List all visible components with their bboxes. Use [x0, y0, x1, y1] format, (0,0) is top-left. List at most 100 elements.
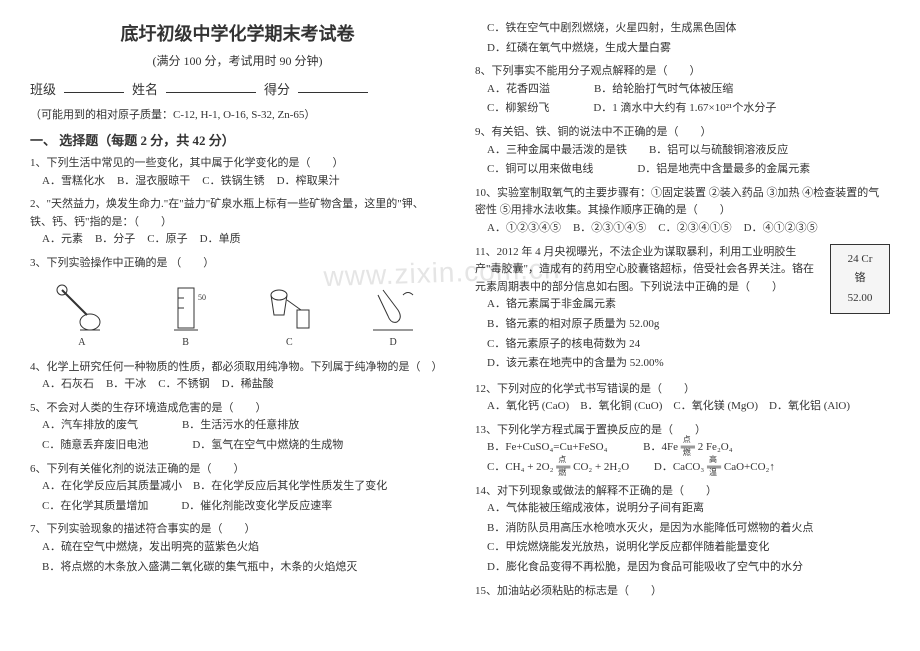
- q7-b: B．将点燃的木条放入盛满二氧化碳的集气瓶中，木条的火焰熄灭: [42, 559, 445, 577]
- class-label: 班级: [30, 79, 56, 98]
- q14-c: C．甲烷燃烧能发光放热，说明化学反应都伴随着能量变化: [487, 539, 890, 557]
- q7-stem: 7、下列实验现象的描述符合事实的是（ ）: [30, 521, 445, 539]
- q6-b: B．在化学反应后其化学性质发生了变化: [193, 480, 387, 492]
- q1-d: D．榨取果汁: [277, 173, 340, 191]
- q3-diagram-b: 50 B: [156, 280, 216, 351]
- q10-stem: 10、实验室制取氧气的主要步骤有：①固定装置 ②装入药品 ③加热 ④检查装置的气…: [475, 185, 890, 220]
- q12-b: B．氧化铜 (CuO): [580, 400, 662, 412]
- q13-d-post: CaO+CO₂↑: [724, 461, 775, 473]
- q14-stem: 14、对下列现象或做法的解释不正确的是（ ）: [475, 483, 890, 501]
- question-13: 13、下列化学方程式属于置换反应的是（ ） B．Fe+CuSO₄=Cu+FeSO…: [475, 422, 890, 477]
- question-3: 3、下列实验操作中正确的是 （ ） A: [30, 255, 445, 351]
- q3-stem: 3、下列实验操作中正确的是 （ ）: [30, 255, 445, 273]
- question-15: 15、加油站必须粘贴的标志是（ ）: [475, 583, 890, 601]
- exam-subtitle: (满分 100 分，考试用时 90 分钟): [30, 52, 445, 69]
- q2-a: A．元素: [42, 231, 83, 249]
- q11-stem: 11、2012 年 4 月央视曝光，不法企业为谋取暴利，利用工业明胶生产"毒胶囊…: [475, 244, 890, 297]
- q7-d: D．红磷在氧气中燃烧，生成大量白雾: [487, 40, 890, 58]
- q4-stem: 4、化学上研究任何一种物质的性质，都必须取用纯净物。下列属于纯净物的是（ ）: [30, 359, 445, 377]
- q3-diagram-d: D: [363, 280, 423, 351]
- question-7-cont: C．铁在空气中剧烈燃烧，火星四射，生成黑色固体 D．红磷在氧气中燃烧，生成大量白…: [475, 20, 890, 57]
- class-blank: [64, 79, 124, 93]
- arrow-icon: 点燃══: [556, 462, 570, 473]
- q11-b: B．铬元素的相对原子质量为 52.00g: [487, 316, 890, 334]
- q6-d: D．催化剂能改变化学反应速率: [181, 500, 332, 512]
- question-12: 12、下列对应的化学式书写错误的是（ ） A．氧化钙 (CaO) B．氧化铜 (…: [475, 381, 890, 416]
- q13-b-cond: 点燃: [683, 434, 695, 460]
- q7-a: A．硫在空气中燃烧，发出明亮的蓝紫色火焰: [42, 539, 445, 557]
- name-label: 姓名: [132, 79, 158, 98]
- q13-b-post: 2 Fe₂O₄: [698, 441, 733, 453]
- q13-a: B．Fe+CuSO₄=Cu+FeSO₄: [487, 441, 607, 453]
- q12-a: A．氧化钙 (CaO): [487, 400, 569, 412]
- q3-diagram-c: C: [259, 280, 319, 351]
- q3-label-b: B: [182, 335, 189, 351]
- element-periodic-box: 24 Cr 铬 52.00: [830, 244, 890, 315]
- q10-b: B．②③①④⑤: [573, 220, 646, 238]
- q10-d: D．④①②③⑤: [744, 220, 818, 238]
- element-number: 24 Cr: [835, 251, 885, 269]
- question-2: 2、"天然益力，焕发生命力."在"益力"矿泉水瓶上标有一些矿物含量，这里的"钾、…: [30, 196, 445, 249]
- q6-stem: 6、下列有关催化剂的说法正确的是（ ）: [30, 461, 445, 479]
- dropper-icon: [52, 280, 112, 335]
- q1-b: B．湿衣服晾干: [117, 173, 190, 191]
- student-info: 班级 姓名 得分: [30, 79, 445, 98]
- q2-d: D．单质: [200, 231, 241, 249]
- q11-c: C．铬元素原子的核电荷数为 24: [487, 336, 890, 354]
- right-column: C．铁在空气中剧烈燃烧，火星四射，生成黑色固体 D．红磷在氧气中燃烧，生成大量白…: [475, 20, 890, 606]
- question-10: 10、实验室制取氧气的主要步骤有：①固定装置 ②装入药品 ③加热 ④检查装置的气…: [475, 185, 890, 238]
- q1-c: C．铁锅生锈: [202, 173, 264, 191]
- exam-title: 底圩初级中学化学期末考试卷: [30, 20, 445, 46]
- cylinder-icon: 50: [156, 280, 216, 335]
- q13-d-cond: 高温: [709, 454, 721, 480]
- q6-c: C．在化学其质量增加: [42, 500, 148, 512]
- q10-a: A．①②③④⑤: [487, 220, 561, 238]
- q8-d: D．1 滴水中大约有 1.67×10²¹个水分子: [593, 102, 776, 114]
- question-7: 7、下列实验现象的描述符合事实的是（ ） A．硫在空气中燃烧，发出明亮的蓝紫色火…: [30, 521, 445, 576]
- question-8: 8、下列事实不能用分子观点解释的是（ ） A．花香四溢 B．给轮胎打气时气体被压…: [475, 63, 890, 118]
- q4-d: D．稀盐酸: [222, 376, 274, 394]
- q14-b: B．消防队员用高压水枪喷水灭火，是因为水能降低可燃物的着火点: [487, 520, 890, 538]
- element-name: 铬: [835, 270, 885, 288]
- q5-stem: 5、不会对人类的生存环境造成危害的是（ ）: [30, 400, 445, 418]
- heat-tube-icon: [363, 280, 423, 335]
- svg-text:50: 50: [198, 293, 206, 302]
- q10-c: C．②③④①⑤: [658, 220, 731, 238]
- element-mass: 52.00: [835, 290, 885, 308]
- q4-a: A．石灰石: [42, 376, 94, 394]
- q3-diagram-a: A: [52, 280, 112, 351]
- q14-d: D．膨化食品变得不再松脆，是因为食品可能吸收了空气中的水分: [487, 559, 890, 577]
- arrow-icon: 高温══: [707, 462, 721, 473]
- left-column: 底圩初级中学化学期末考试卷 (满分 100 分，考试用时 90 分钟) 班级 姓…: [30, 20, 445, 606]
- section-1-header: 一、 选择题（每题 2 分，共 42 分）: [30, 130, 445, 149]
- q2-b: B．分子: [95, 231, 135, 249]
- q13-c-pre: C．CH₄ + 2O₂: [487, 461, 553, 473]
- q9-a: A．三种金属中最活泼的是铁: [487, 144, 627, 156]
- q5-b: B．生活污水的任意排放: [182, 419, 299, 431]
- q8-stem: 8、下列事实不能用分子观点解释的是（ ）: [475, 63, 890, 81]
- question-4: 4、化学上研究任何一种物质的性质，都必须取用纯净物。下列属于纯净物的是（ ） A…: [30, 359, 445, 394]
- question-9: 9、有关铝、铁、铜的说法中不正确的是（ ） A．三种金属中最活泼的是铁 B．铝可…: [475, 124, 890, 179]
- q8-a: A．花香四溢: [487, 83, 550, 95]
- question-5: 5、不会对人类的生存环境造成危害的是（ ） A．汽车排放的废气 B．生活污水的任…: [30, 400, 445, 455]
- q1-a: A．雪糕化水: [42, 173, 105, 191]
- question-14: 14、对下列现象或做法的解释不正确的是（ ） A．气体能被压缩成液体，说明分子间…: [475, 483, 890, 577]
- q4-c: C．不锈钢: [158, 376, 209, 394]
- score-label: 得分: [264, 79, 290, 98]
- q14-a: A．气体能被压缩成液体，说明分子间有距离: [487, 500, 890, 518]
- q5-c: C．随意丢弃废旧电池: [42, 439, 148, 451]
- q9-c: C．铜可以用来做电线: [487, 163, 593, 175]
- q13-d-pre: D．CaCO₃: [654, 461, 704, 473]
- q3-diagrams: A 50 B: [30, 281, 445, 351]
- q12-d: D．氧化铝 (AlO): [769, 400, 850, 412]
- q12-c: C．氧化镁 (MgO): [673, 400, 758, 412]
- q9-stem: 9、有关铝、铁、铜的说法中不正确的是（ ）: [475, 124, 890, 142]
- q2-stem: 2、"天然益力，焕发生命力."在"益力"矿泉水瓶上标有一些矿物含量，这里的"钾、…: [30, 196, 445, 231]
- q15-stem: 15、加油站必须粘贴的标志是（ ）: [475, 583, 890, 601]
- q9-d: D．铝是地壳中含量最多的金属元素: [637, 163, 810, 175]
- question-6: 6、下列有关催化剂的说法正确的是（ ） A．在化学反应后其质量减小 B．在化学反…: [30, 461, 445, 516]
- question-11: 24 Cr 铬 52.00 11、2012 年 4 月央视曝光，不法企业为谋取暴…: [475, 244, 890, 375]
- q13-c-post: CO₂ + 2H₂O: [573, 461, 629, 473]
- q11-d: D．该元素在地壳中的含量为 52.00%: [487, 355, 890, 373]
- q1-stem: 1、下列生活中常见的一些变化，其中属于化学变化的是（ ）: [30, 155, 445, 173]
